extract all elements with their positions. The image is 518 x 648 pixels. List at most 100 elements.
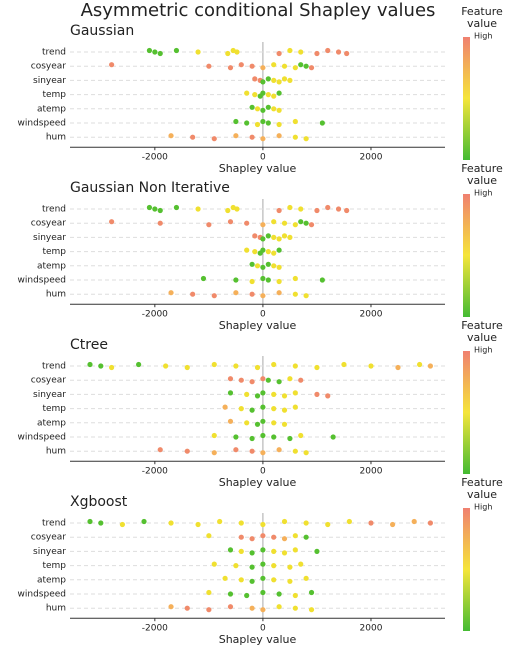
- point: [244, 247, 250, 253]
- point: [249, 564, 255, 570]
- y-tick-label: sinyear: [33, 76, 66, 86]
- point: [249, 536, 255, 542]
- point: [200, 275, 207, 282]
- point: [249, 407, 255, 413]
- point: [276, 290, 282, 296]
- point: [227, 390, 234, 396]
- point: [325, 393, 331, 399]
- point: [260, 118, 266, 125]
- point: [260, 376, 266, 382]
- point: [136, 361, 142, 368]
- y-tick-label: temp: [42, 247, 66, 257]
- point: [233, 133, 239, 139]
- point: [281, 421, 288, 427]
- point: [184, 605, 190, 611]
- point: [244, 220, 250, 226]
- point: [292, 118, 298, 125]
- legend-title: Feature: [461, 476, 503, 489]
- point: [225, 50, 231, 57]
- point: [206, 607, 212, 613]
- point: [260, 521, 266, 528]
- y-tick-label: sinyear: [33, 547, 66, 557]
- point: [281, 536, 288, 542]
- point: [173, 47, 180, 54]
- point: [163, 363, 169, 369]
- point: [281, 550, 288, 556]
- point: [271, 420, 277, 426]
- point: [98, 363, 104, 369]
- legend-title: Feature: [461, 162, 503, 175]
- point: [303, 63, 309, 69]
- point: [238, 377, 244, 383]
- point: [152, 49, 158, 55]
- point: [314, 391, 320, 397]
- point: [271, 250, 277, 256]
- point: [303, 136, 309, 142]
- legend-title: Feature: [461, 319, 503, 332]
- point: [292, 592, 298, 599]
- x-tick-label: 0: [260, 467, 266, 477]
- point: [265, 76, 271, 82]
- point: [276, 90, 282, 96]
- point: [211, 293, 217, 299]
- point: [217, 518, 223, 525]
- point: [346, 518, 352, 525]
- point: [427, 363, 434, 369]
- y-tick-label: cosyear: [31, 219, 67, 229]
- point: [281, 393, 288, 399]
- point: [260, 418, 266, 424]
- point: [325, 521, 331, 528]
- point: [260, 450, 266, 456]
- point: [287, 234, 293, 240]
- point: [252, 249, 258, 255]
- point: [260, 607, 266, 613]
- point: [260, 275, 266, 282]
- legend-high: High: [474, 32, 492, 41]
- point: [265, 120, 271, 126]
- y-tick-label: hum: [46, 604, 66, 614]
- point: [265, 104, 271, 110]
- point: [308, 589, 315, 596]
- point: [298, 219, 304, 225]
- point: [303, 450, 309, 456]
- point: [249, 448, 255, 454]
- point: [157, 447, 163, 453]
- point: [292, 404, 298, 410]
- point: [276, 133, 282, 139]
- x-tick-label: 0: [260, 624, 266, 634]
- legend-title: value: [467, 331, 497, 344]
- colorbar: [463, 508, 470, 631]
- point: [260, 79, 266, 85]
- point: [211, 432, 217, 439]
- y-tick-label: sinyear: [33, 390, 66, 400]
- point: [276, 247, 282, 253]
- point: [298, 62, 304, 68]
- point: [271, 406, 277, 412]
- point: [276, 447, 282, 453]
- y-tick-label: trend: [42, 205, 66, 215]
- point: [234, 49, 240, 55]
- point: [417, 361, 423, 368]
- page-title: Asymmetric conditional Shapley values: [81, 0, 436, 21]
- point: [249, 605, 255, 611]
- point: [298, 49, 304, 55]
- point: [260, 293, 266, 299]
- point: [146, 204, 153, 211]
- point: [195, 206, 201, 212]
- point: [260, 90, 266, 96]
- y-tick-label: hum: [46, 133, 66, 143]
- point: [298, 206, 304, 212]
- point: [303, 575, 309, 581]
- point: [227, 591, 234, 597]
- point: [276, 591, 282, 597]
- point: [276, 79, 282, 85]
- point: [281, 63, 288, 69]
- point: [244, 420, 250, 426]
- point: [319, 120, 325, 126]
- point: [234, 206, 240, 212]
- point: [292, 390, 298, 396]
- point: [271, 563, 277, 569]
- point: [287, 204, 293, 211]
- point: [292, 448, 298, 454]
